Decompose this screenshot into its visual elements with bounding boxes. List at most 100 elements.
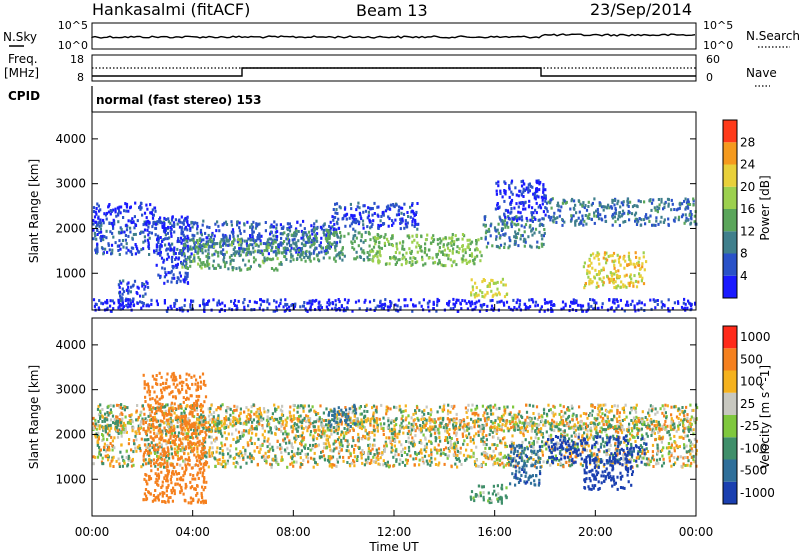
data-cell [645, 463, 648, 467]
data-cell [597, 217, 601, 221]
data-cell [175, 256, 178, 260]
data-cell [688, 213, 691, 217]
data-cell [288, 226, 291, 230]
data-cell [639, 274, 642, 278]
data-cell [97, 209, 101, 213]
data-cell [598, 277, 601, 281]
data-cell [307, 230, 311, 234]
data-cell [301, 431, 304, 435]
data-cell [587, 264, 590, 268]
data-cell [215, 242, 218, 246]
data-cell [200, 266, 203, 270]
colorbar-tick-label: 28 [740, 135, 755, 149]
data-cell [423, 250, 426, 254]
data-cell [313, 226, 316, 230]
data-cell [528, 189, 531, 193]
data-cell [657, 222, 660, 226]
data-cell [292, 464, 295, 468]
data-cell [690, 422, 693, 426]
data-cell [310, 224, 313, 228]
data-cell [270, 267, 274, 270]
data-cell [632, 435, 635, 439]
data-cell [285, 441, 288, 445]
data-cell [244, 448, 247, 452]
data-cell [602, 208, 605, 212]
data-cell [529, 224, 532, 227]
data-cell [465, 448, 468, 452]
data-cell [159, 216, 162, 220]
data-cell [413, 238, 416, 242]
data-cell [186, 217, 189, 221]
data-cell [615, 447, 618, 451]
data-cell [493, 425, 496, 429]
data-cell [122, 245, 125, 249]
data-cell [598, 262, 601, 266]
data-cell [446, 431, 449, 434]
data-cell [516, 464, 519, 468]
data-cell [340, 441, 343, 445]
data-cell [636, 220, 639, 224]
data-cell [510, 440, 513, 444]
data-cell [592, 437, 595, 441]
data-cell [417, 244, 421, 247]
data-cell [175, 266, 178, 269]
data-cell [618, 260, 621, 264]
data-cell [573, 431, 576, 435]
data-cell [166, 257, 169, 261]
data-cell [360, 217, 363, 221]
data-cell [125, 228, 129, 232]
data-cell [222, 253, 225, 256]
data-cell [228, 255, 232, 259]
data-cell [689, 210, 692, 213]
cpid-mode: normal (fast stereo) 153 [96, 93, 262, 107]
data-cell [185, 239, 188, 243]
data-cell [579, 420, 583, 424]
data-cell [527, 189, 530, 193]
data-cell [383, 422, 386, 426]
data-cell [292, 241, 295, 245]
data-cell [429, 433, 433, 437]
data-cell [584, 282, 587, 285]
data-cell [253, 442, 256, 446]
data-cell [264, 242, 267, 246]
data-cell [392, 455, 395, 459]
data-cell [267, 437, 270, 441]
data-cell [616, 420, 619, 424]
data-cell [337, 422, 340, 426]
data-cell [436, 242, 440, 246]
data-cell [622, 257, 625, 261]
data-cell [674, 461, 677, 465]
data-cell [368, 300, 372, 304]
data-cell [643, 437, 646, 441]
data-cell [464, 248, 467, 252]
data-cell [423, 448, 426, 452]
data-cell [109, 423, 112, 427]
data-cell [107, 210, 111, 214]
data-cell [163, 216, 166, 220]
data-cell [261, 433, 264, 437]
data-cell [375, 237, 378, 241]
data-cell [144, 458, 147, 462]
data-cell [104, 247, 107, 251]
data-cell [283, 240, 286, 243]
data-cell [353, 464, 356, 468]
data-cell [591, 298, 594, 302]
data-cell [436, 300, 439, 304]
data-cell [575, 211, 578, 215]
data-cell [458, 247, 461, 251]
data-cell [545, 207, 548, 211]
data-cell [266, 300, 269, 304]
data-cell [171, 260, 174, 264]
data-cell [193, 244, 196, 247]
data-cell [189, 227, 192, 230]
data-cell [223, 235, 226, 239]
data-cell [131, 217, 134, 221]
data-cell [183, 227, 186, 231]
data-cell [169, 441, 172, 445]
data-cell [300, 229, 303, 233]
data-cell [102, 221, 105, 225]
data-cell [192, 222, 196, 226]
data-cell [114, 210, 117, 214]
data-cell [318, 305, 321, 309]
data-cell [580, 304, 583, 308]
